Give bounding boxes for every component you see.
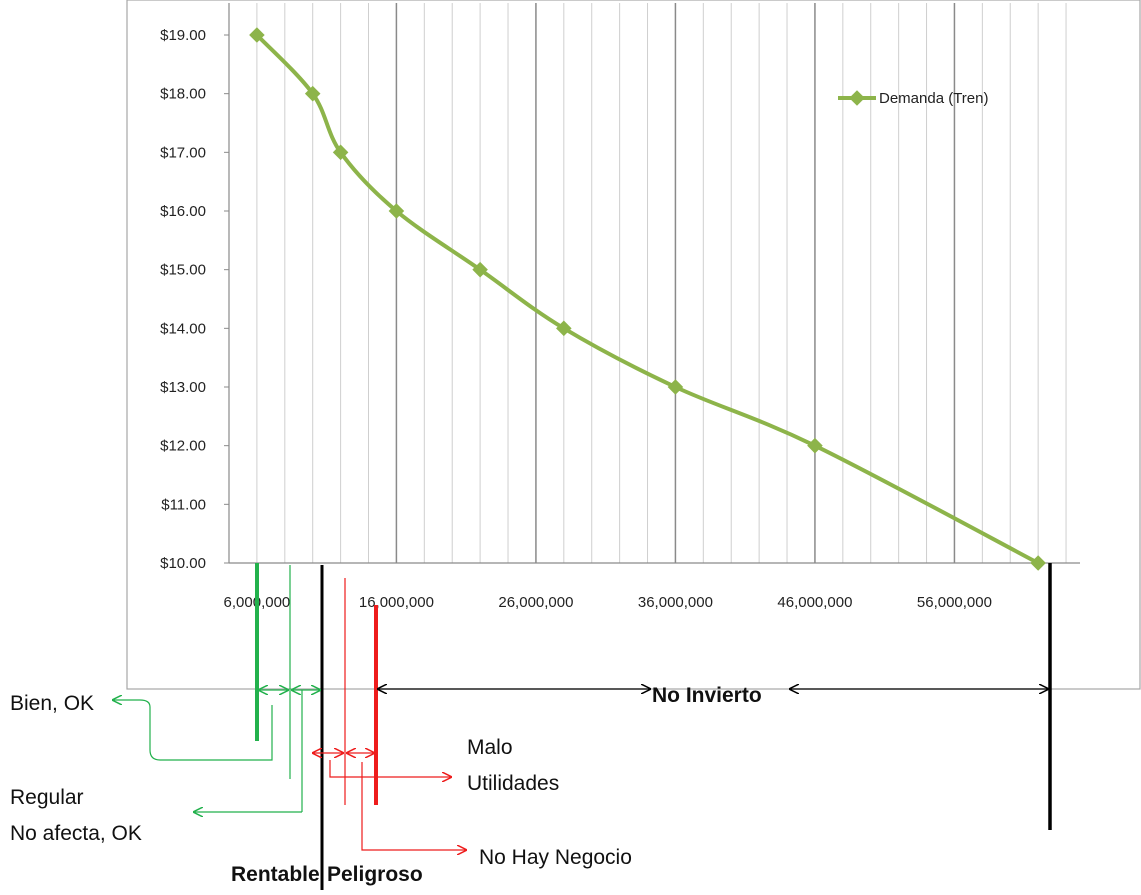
y-tick-label: $19.00 bbox=[160, 27, 206, 44]
data-point bbox=[1030, 555, 1046, 571]
x-tick-label: 16,000,000 bbox=[359, 594, 434, 611]
no-hay-negocio-label: No Hay Negocio bbox=[479, 846, 632, 869]
bien-ok-connector bbox=[113, 700, 273, 761]
x-tick-label: 56,000,000 bbox=[917, 594, 992, 611]
rentable-label: Rentable bbox=[231, 863, 320, 886]
x-tick-label: 26,000,000 bbox=[498, 594, 573, 611]
no-afecta-label: No afecta, OK bbox=[10, 822, 142, 845]
no-invierto-label: No Invierto bbox=[652, 684, 762, 707]
y-tick-labels: $10.00 $11.00 $12.00 $13.00 $14.00 $15.00 $16.… bbox=[160, 27, 229, 572]
no-hay-negocio-connector bbox=[361, 762, 466, 850]
bien-ok-label: Bien, OK bbox=[10, 692, 94, 715]
x-tick-labels: 6,000,00016,000,00026,000,00036,000,0004… bbox=[224, 594, 992, 611]
utilidades-label: Utilidades bbox=[467, 772, 559, 795]
legend-marker bbox=[849, 90, 865, 106]
legend-entry: Demanda (Tren) bbox=[879, 90, 988, 107]
utilidades-connector bbox=[329, 760, 451, 777]
y-tick-label: $11.00 bbox=[161, 496, 206, 513]
vertical-gridlines bbox=[256, 3, 1067, 563]
y-tick-label: $10.00 bbox=[160, 555, 206, 572]
peligroso-label: Peligroso bbox=[327, 863, 423, 886]
legend: Demanda (Tren) bbox=[838, 90, 988, 107]
regular-label: Regular bbox=[10, 786, 84, 809]
axes bbox=[228, 3, 1080, 564]
y-tick-label: $12.00 bbox=[160, 438, 206, 455]
x-tick-label: 46,000,000 bbox=[777, 594, 852, 611]
data-point bbox=[388, 203, 405, 219]
y-tick-label: $15.00 bbox=[160, 262, 206, 279]
y-tick-label: $14.00 bbox=[160, 320, 206, 337]
malo-label: Malo bbox=[467, 736, 513, 759]
y-tick-label: $13.00 bbox=[160, 379, 206, 396]
y-tick-label: $16.00 bbox=[160, 203, 206, 220]
y-tick-label: $17.00 bbox=[160, 144, 206, 161]
y-tick-label: $18.00 bbox=[160, 86, 206, 103]
data-point bbox=[807, 437, 823, 454]
annotations: No Invierto Bien, OK Regular No afecta, … bbox=[10, 563, 1052, 890]
data-point bbox=[667, 379, 684, 395]
x-tick-label: 36,000,000 bbox=[638, 594, 713, 611]
data-point bbox=[332, 144, 349, 161]
series-demanda-tren bbox=[249, 27, 1046, 571]
